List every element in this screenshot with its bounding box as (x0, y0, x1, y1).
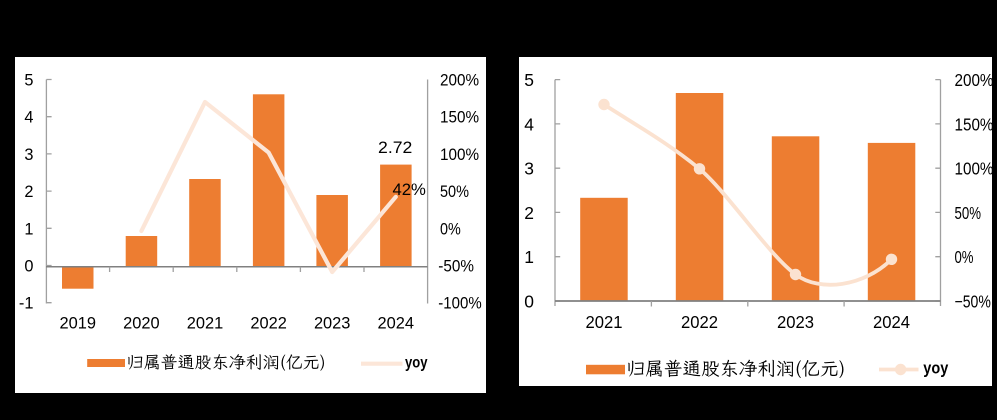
svg-text:50%: 50% (440, 183, 469, 201)
svg-text:5: 5 (24, 72, 33, 90)
svg-text:2021: 2021 (586, 312, 623, 332)
svg-text:2023: 2023 (777, 312, 814, 332)
svg-text:-50%: -50% (438, 258, 474, 276)
svg-text:3: 3 (524, 159, 534, 179)
svg-text:2023: 2023 (314, 315, 351, 333)
svg-text:3: 3 (24, 146, 33, 164)
svg-text:2024: 2024 (873, 312, 910, 332)
svg-text:0: 0 (524, 291, 534, 311)
svg-text:1: 1 (524, 247, 534, 267)
svg-text:200%: 200% (955, 70, 993, 90)
svg-text:100%: 100% (440, 146, 479, 164)
svg-text:-1: -1 (19, 295, 34, 313)
svg-text:4: 4 (524, 114, 534, 134)
svg-text:0%: 0% (955, 247, 974, 267)
svg-text:-100%: -100% (438, 295, 482, 313)
svg-text:100%: 100% (955, 159, 993, 179)
svg-text:2.72: 2.72 (378, 139, 412, 157)
svg-text:4: 4 (24, 109, 33, 127)
svg-text:2022: 2022 (250, 315, 287, 333)
svg-text:yoy: yoy (923, 360, 949, 378)
svg-text:2020: 2020 (123, 315, 160, 333)
svg-text:0: 0 (24, 258, 33, 276)
svg-text:200%: 200% (440, 72, 479, 90)
svg-text:2019: 2019 (60, 315, 97, 333)
svg-text:2022: 2022 (681, 312, 718, 332)
svg-text:150%: 150% (440, 109, 479, 127)
svg-text:150%: 150% (955, 114, 993, 134)
svg-text:5: 5 (524, 70, 534, 90)
svg-text:42%: 42% (393, 181, 427, 199)
svg-text:yoy: yoy (405, 355, 428, 372)
svg-text:2024: 2024 (378, 315, 415, 333)
svg-text:0%: 0% (440, 220, 461, 238)
svg-text:−50%: −50% (955, 291, 991, 311)
svg-text:2: 2 (24, 183, 33, 201)
svg-text:2021: 2021 (187, 315, 224, 333)
svg-text:50%: 50% (955, 203, 982, 223)
svg-text:2: 2 (524, 203, 534, 223)
svg-text:1: 1 (24, 220, 33, 238)
